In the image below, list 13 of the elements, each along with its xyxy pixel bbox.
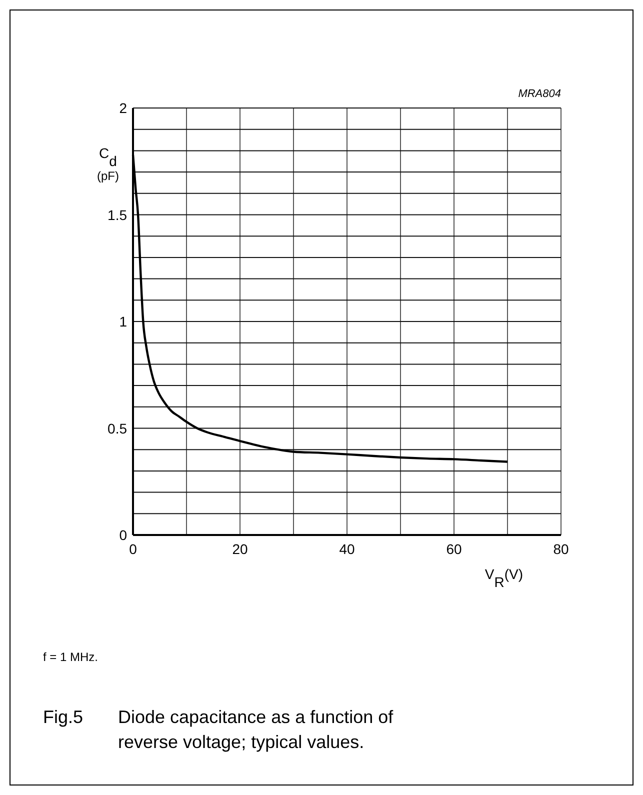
y-tick-label: 0.5 bbox=[108, 420, 128, 436]
y-tick-label: 2 bbox=[119, 100, 128, 116]
x-tick-label: 80 bbox=[553, 541, 569, 557]
chart-title: Fig.5 Diode capacitance as a function of reverse voltage; typical values. bbox=[43, 707, 394, 752]
x-tick-label: 20 bbox=[232, 541, 248, 557]
x-tick-label: 40 bbox=[339, 541, 355, 557]
x-tick-label: 0 bbox=[129, 541, 138, 557]
text: MRA804 bbox=[518, 88, 561, 100]
x-tick-label: 60 bbox=[446, 541, 462, 557]
y-tick-label: 0 bbox=[119, 527, 128, 543]
y-tick-label: 1 bbox=[119, 314, 128, 330]
text: f = 1 MHz. bbox=[43, 650, 98, 664]
y-tick-label: 1.5 bbox=[108, 206, 128, 223]
